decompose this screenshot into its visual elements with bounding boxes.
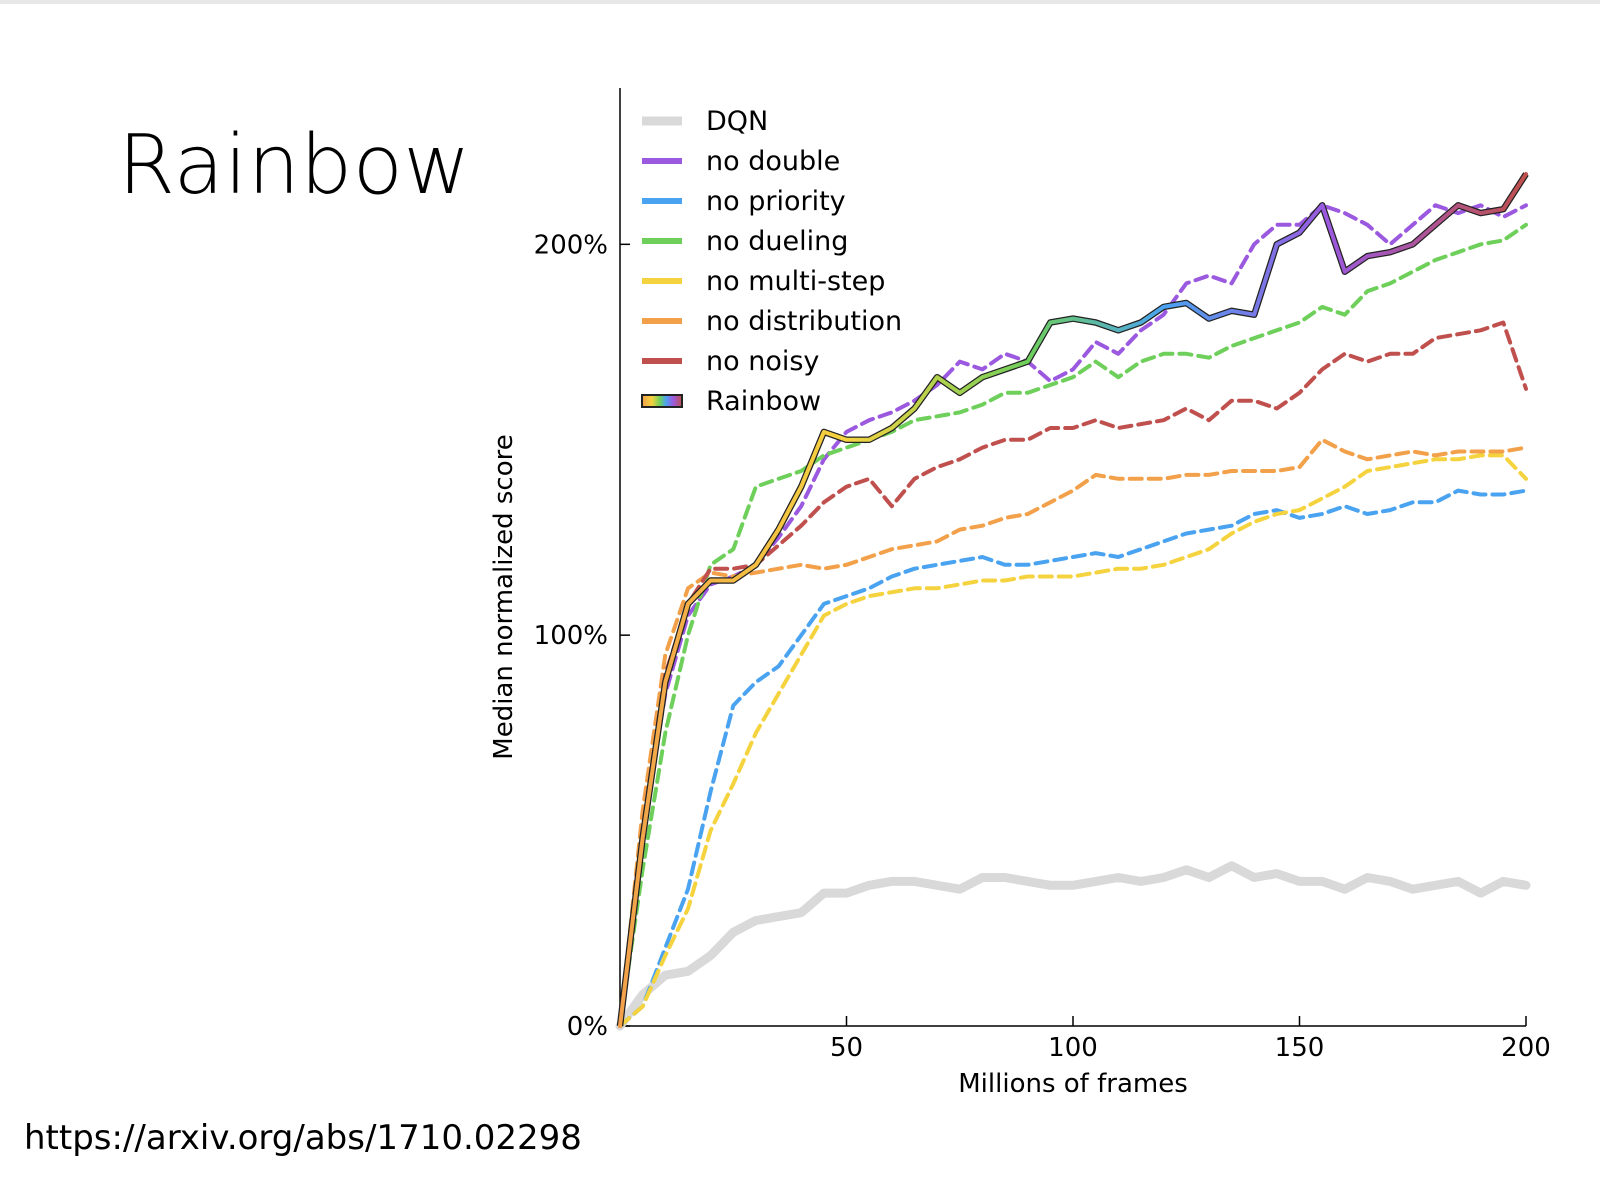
legend-label-rainbow: Rainbow — [706, 386, 821, 417]
series-no-multi-step-line — [618, 453, 1528, 1028]
y-axis-title: Median normalized score — [489, 434, 519, 759]
slide-title: Rainbow — [118, 118, 471, 213]
legend-label-no-dueling: no dueling — [706, 226, 848, 257]
series-rainbow-line — [618, 172, 1528, 1028]
legend-label-dqn: DQN — [706, 106, 768, 137]
x-tick-label: 50 — [830, 1033, 863, 1063]
series-layer — [615, 172, 1531, 1031]
legend-swatch-rainbow — [641, 394, 683, 408]
series-no-priority-line — [618, 488, 1528, 1028]
legend: DQN no double no priority no dueling no mult… — [641, 106, 902, 417]
x-axis-title: Millions of frames — [958, 1069, 1188, 1099]
legend-label-no-priority: no priority — [706, 186, 846, 217]
series-no-double-line — [618, 203, 1528, 1028]
legend-label-no-distribution: no distribution — [706, 306, 902, 337]
legend-label-no-noisy: no noisy — [706, 346, 819, 377]
x-tick-label: 100 — [1048, 1033, 1098, 1063]
y-tick-label: 100% — [534, 621, 608, 651]
series-no-distribution-line — [618, 437, 1528, 1028]
y-tick-label: 200% — [534, 230, 608, 260]
y-tick-label: 0% — [567, 1012, 608, 1042]
legend-label-no-multi-step: no multi-step — [706, 266, 885, 297]
series-dqn-line — [615, 861, 1531, 1031]
series-rainbow-outline — [616, 172, 1529, 1027]
x-tick-label: 150 — [1275, 1033, 1325, 1063]
legend-label-no-double: no double — [706, 146, 840, 177]
top-rule — [0, 0, 1600, 4]
series-no-noisy-line — [618, 320, 1528, 1028]
series-no-dueling-line — [618, 222, 1528, 1028]
source-link[interactable]: https://arxiv.org/abs/1710.02298 — [24, 1118, 582, 1158]
axes: 50 100 150 200 0% 100% 200% — [534, 88, 1551, 1063]
x-tick-label: 200 — [1501, 1033, 1551, 1063]
